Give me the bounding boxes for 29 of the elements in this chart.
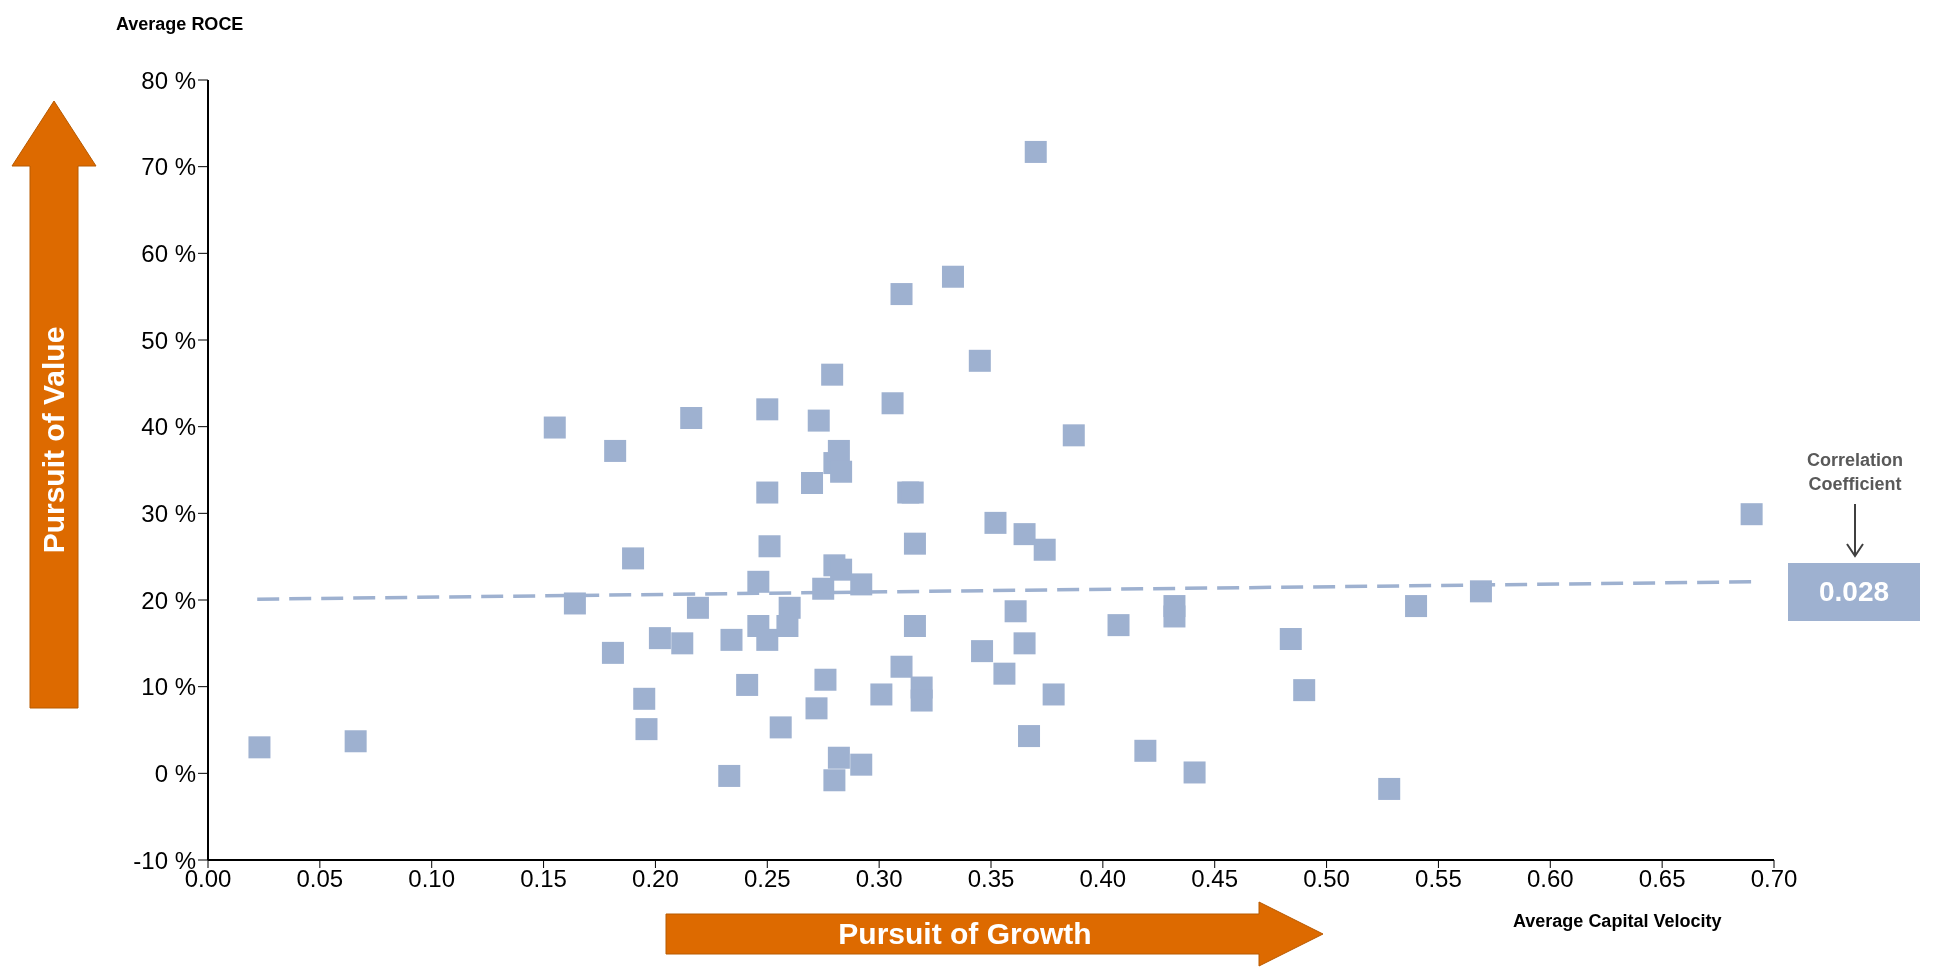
x-tick-label: 0.35 xyxy=(967,865,1015,893)
y-tick-label: 10 % xyxy=(141,673,196,701)
x-tick-label: 0.25 xyxy=(743,865,791,893)
x-tick-label: 0.40 xyxy=(1079,865,1127,893)
y-tick-label: 60 % xyxy=(141,239,196,267)
x-tick-label: 0.05 xyxy=(296,865,344,893)
x-tick-label: 0.45 xyxy=(1191,865,1239,893)
y-tick-label: 70 % xyxy=(141,153,196,181)
text: Correlation Coefficient xyxy=(1806,449,1904,496)
text: Pursuit of Growth xyxy=(838,917,1092,951)
x-tick-label: 0.50 xyxy=(1303,865,1350,893)
x-tick-label: 0.65 xyxy=(1638,865,1686,893)
x-tick-label: 0.55 xyxy=(1415,865,1462,893)
x-tick-label: 0.60 xyxy=(1526,865,1574,893)
text: Pursuit of Value xyxy=(37,326,71,554)
y-tick-label: 40 % xyxy=(141,413,196,441)
x-tick-label: 0.30 xyxy=(855,865,903,893)
y-axis-title: Average ROCE xyxy=(116,14,244,35)
text: 0.028 xyxy=(1788,563,1920,621)
x-tick-label: 0.10 xyxy=(408,865,456,893)
x-tick-label: 0.70 xyxy=(1750,865,1798,893)
y-tick-label: 20 % xyxy=(141,586,196,614)
y-tick-label: 50 % xyxy=(141,326,196,354)
y-tick-label: 0 % xyxy=(154,759,196,787)
x-axis-title: Average Capital Velocity xyxy=(1513,911,1722,932)
y-tick-label: 80 % xyxy=(141,66,196,94)
y-tick-label: 30 % xyxy=(141,499,196,527)
x-tick-label: 0.20 xyxy=(632,865,679,893)
x-tick-label: 0.15 xyxy=(520,865,567,893)
